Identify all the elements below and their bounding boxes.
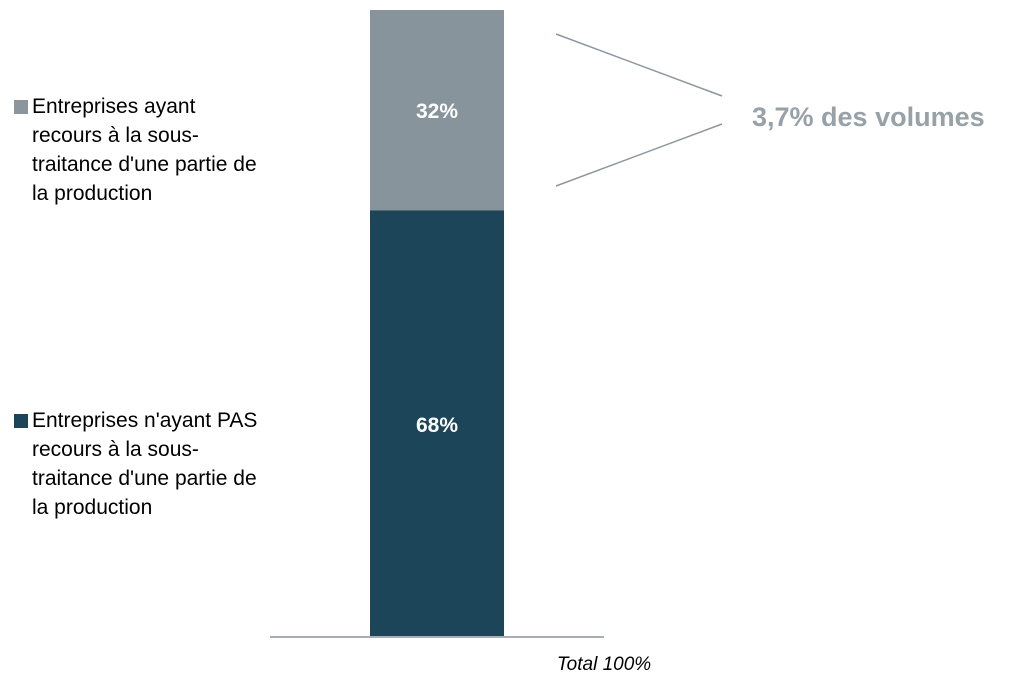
legend-item-without-subcontracting: Entreprises n'ayant PAS recours à la sou…	[14, 406, 276, 522]
legend-swatch-navy	[14, 414, 28, 428]
legend-item-with-subcontracting: Entreprises ayant recours à la sous-trai…	[14, 92, 276, 208]
legend-label-with-subcontracting: Entreprises ayant recours à la sous-trai…	[32, 95, 257, 205]
data-label-32: 32%	[416, 100, 458, 123]
callout-line-lower	[555, 123, 723, 187]
volume-annotation: 3,7% des volumes	[752, 102, 985, 132]
callout-line-upper	[555, 33, 723, 97]
legend-swatch-gray	[14, 100, 28, 114]
bar-segment-68	[370, 210, 504, 636]
category-label-total: Total 100%	[557, 654, 651, 675]
legend-label-without-subcontracting: Entreprises n'ayant PAS recours à la sou…	[32, 409, 258, 519]
bar-segment-32	[370, 10, 504, 211]
data-label-68: 68%	[416, 414, 458, 437]
